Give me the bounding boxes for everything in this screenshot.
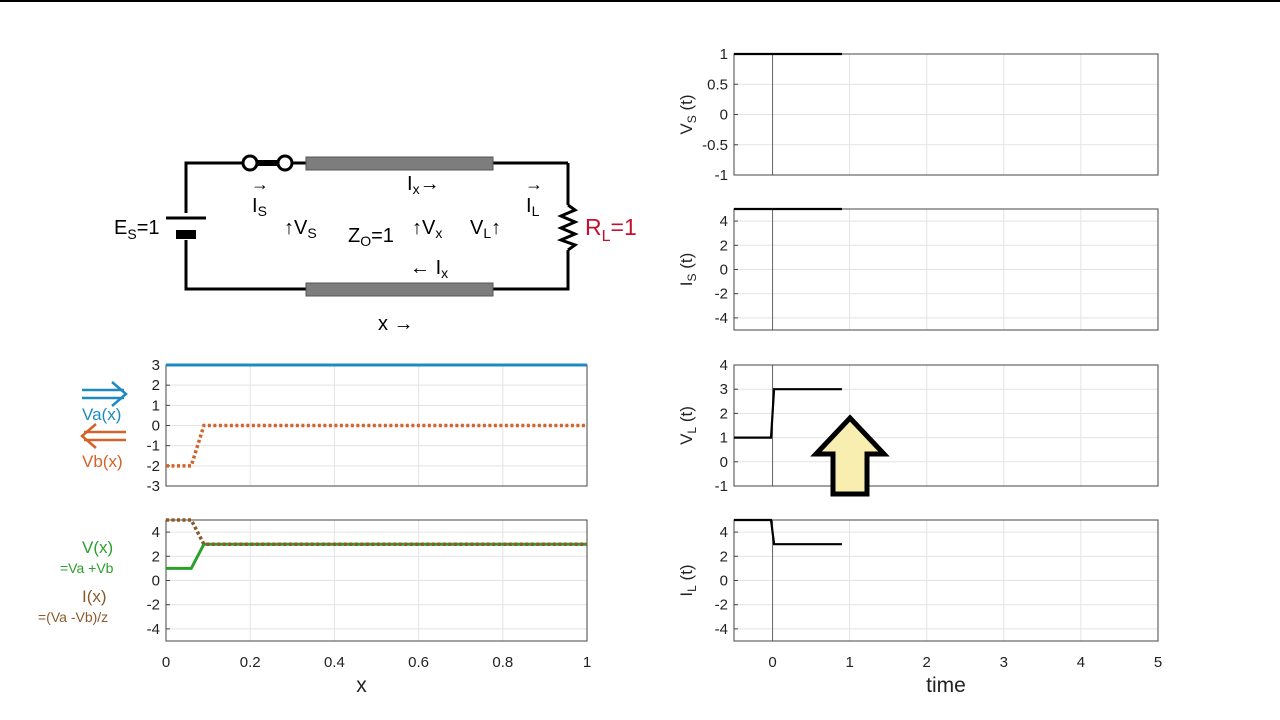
y-tick-label: -4 <box>715 310 728 327</box>
grid-il <box>734 520 1159 641</box>
y-tick-label: 0 <box>152 418 160 435</box>
grid-vl <box>734 364 1159 487</box>
y-tick-label: 2 <box>720 405 728 422</box>
y-tick-label: 1 <box>720 430 728 447</box>
y-tick-label: -3 <box>147 478 160 495</box>
chart-is: -4 -2 0 2 4 IS (t) <box>677 207 1159 331</box>
y-tick-label: 3 <box>720 381 728 398</box>
arrow-il: → <box>525 174 543 194</box>
ix-bottom-label: ← Ix <box>410 257 448 281</box>
y-tick-label: -1 <box>715 167 728 184</box>
x-tick-label: 0 <box>768 654 776 671</box>
vb-legend-label: Vb(x) <box>82 452 123 471</box>
vx-label: ↑Vx <box>412 217 442 241</box>
x-tick-label: 5 <box>1154 654 1162 671</box>
x-axis-label: time <box>926 674 966 697</box>
is-label: IS <box>252 195 267 219</box>
chart-vl: -1 0 1 2 3 4 VL (t) <box>677 357 1159 495</box>
y-tick-label: -2 <box>147 597 160 614</box>
y-axis-label: IS (t) <box>677 253 699 287</box>
y-tick-label: 0 <box>720 454 728 471</box>
y-tick-label: 4 <box>720 213 728 230</box>
battery-icon <box>166 216 206 239</box>
x-tick-label: 1 <box>845 654 853 671</box>
y-tick-label: 2 <box>152 377 160 394</box>
va-legend-label: Va(x) <box>82 405 121 424</box>
y-tick-label: -1 <box>715 478 728 495</box>
y-tick-label: 0 <box>720 573 728 590</box>
v-legend-formula: =Va +Vb <box>60 560 114 576</box>
axes-box <box>733 364 1159 487</box>
y-tick-label: -1 <box>147 438 160 455</box>
y-tick-label: 0.5 <box>707 76 728 93</box>
series-vi-1 <box>166 518 587 546</box>
grid-is <box>734 209 1159 330</box>
impedance-label: ZO=1 <box>348 225 394 249</box>
y-tick-label: 2 <box>720 237 728 254</box>
vs-label: ↑VS <box>284 217 317 241</box>
x-tick-label: 0.6 <box>408 654 429 671</box>
i-legend-label: I(x) <box>82 587 107 606</box>
x-tick-label: 0.2 <box>240 654 261 671</box>
left-legends: Va(x) Vb(x) V(x) =Va +Vb I(x) =(Va -Vb)/… <box>38 381 128 625</box>
series-vl-0 <box>734 388 842 439</box>
x-tick-label: 0.4 <box>324 654 345 671</box>
vl-label: VL↑ <box>470 217 501 241</box>
y-tick-label: 4 <box>720 357 728 374</box>
x-tick-label: 2 <box>923 654 931 671</box>
grid-vs <box>734 53 1159 176</box>
v-legend-label: V(x) <box>82 538 113 557</box>
chart-waves: -3 -2 -1 0 1 2 3 <box>147 357 588 495</box>
up-arrow-icon <box>810 414 890 497</box>
x-tick-label: 4 <box>1077 654 1085 671</box>
grid-vi <box>165 520 588 641</box>
transmission-line-bottom <box>305 282 494 297</box>
y-tick-label: 3 <box>152 357 160 374</box>
il-label: IL <box>526 195 540 219</box>
series-waves-1 <box>166 423 587 468</box>
y-tick-label: 4 <box>152 524 160 541</box>
y-axis-label: VS (t) <box>677 94 699 134</box>
x-axis-label: x <box>356 674 367 697</box>
transmission-line-top <box>305 156 494 171</box>
y-tick-label: -2 <box>715 286 728 303</box>
y-tick-label: 4 <box>720 524 728 541</box>
y-tick-label: -2 <box>147 458 160 475</box>
y-tick-label: 1 <box>152 397 160 414</box>
chart-vi: -4 -2 0 2 4 0 0.2 0.4 0.6 0.8 1 x <box>147 518 591 697</box>
y-axis-label: IL (t) <box>677 564 699 596</box>
y-tick-label: 0 <box>720 107 728 124</box>
y-tick-label: -0.5 <box>702 137 728 154</box>
y-tick-label: 2 <box>720 548 728 565</box>
y-tick-label: 0 <box>720 262 728 279</box>
resistor-icon <box>556 203 579 252</box>
y-tick-label: -4 <box>715 621 728 638</box>
x-tick-label: 0 <box>162 654 170 671</box>
y-tick-label: 2 <box>152 548 160 565</box>
chart-vs: -1 -0.5 0 0.5 1 VS (t) <box>677 46 1159 184</box>
y-axis-label: VL (t) <box>677 406 699 445</box>
top-border <box>0 0 1280 2</box>
series-il-0 <box>734 518 842 546</box>
switch-icon <box>241 154 294 172</box>
y-tick-label: -2 <box>715 597 728 614</box>
x-tick-label: 3 <box>1000 654 1008 671</box>
arrow-is: → <box>251 174 269 194</box>
i-legend-formula: =(Va -Vb)/z <box>38 609 108 625</box>
va-arrow-icon <box>82 381 128 407</box>
circuit-diagram: ES=1 RL=1 → IS ↑VS Ix→ ZO=1 ↑Vx VL↑ → IL… <box>114 154 637 335</box>
load-label: RL=1 <box>585 214 637 245</box>
x-tick-label: 1 <box>583 654 591 671</box>
x-tick-label: 0.8 <box>492 654 513 671</box>
chart-il: -4 -2 0 2 4 0 1 2 3 4 5 time IL (t) <box>677 518 1162 697</box>
y-tick-label: 1 <box>720 46 728 63</box>
vb-arrow-icon <box>80 423 126 449</box>
y-tick-label: 0 <box>152 573 160 590</box>
x-direction-label: x → <box>378 313 414 335</box>
y-tick-label: -4 <box>147 621 160 638</box>
ix-top-label: Ix→ <box>407 173 440 197</box>
source-label: ES=1 <box>114 217 160 242</box>
